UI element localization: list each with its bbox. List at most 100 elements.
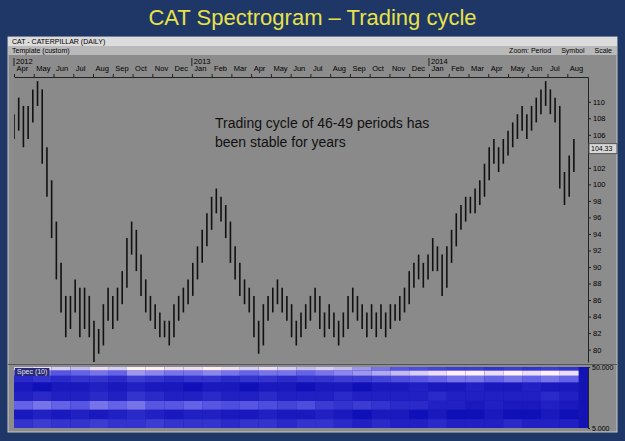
spectrogram-cell	[315, 367, 334, 370]
spectrogram-cell	[466, 376, 485, 383]
spectrogram-cell	[484, 382, 503, 391]
spectrogram-cell	[296, 391, 315, 400]
spectrogram-cell	[165, 382, 184, 391]
price-bar	[324, 312, 326, 337]
spectrogram-cell	[353, 376, 372, 383]
spectrogram-cell	[447, 370, 466, 375]
toolbar	[8, 46, 617, 55]
price-bar	[432, 238, 434, 271]
price-bar	[230, 222, 232, 263]
price-bar	[103, 304, 105, 345]
price-bar	[573, 139, 575, 172]
x-tick-mark	[389, 74, 390, 77]
year-tick	[191, 58, 192, 66]
spectrogram-cell	[259, 401, 278, 410]
price-bar	[93, 321, 95, 362]
spectrogram-cell	[353, 410, 372, 419]
y-tick-mark	[588, 234, 591, 235]
spectrogram-cell	[503, 419, 522, 428]
x-tick: Jul	[311, 64, 323, 77]
y-tick-label: 96	[593, 213, 601, 222]
spectrogram-cell	[259, 370, 278, 375]
spectrogram-cell	[33, 376, 52, 383]
price-bar	[239, 263, 241, 296]
x-tick-mark	[449, 74, 450, 77]
spectrogram-cell	[541, 391, 560, 400]
x-tick-label: Nov	[155, 64, 169, 73]
x-tick-label: May	[36, 64, 50, 73]
spectrogram-cell	[428, 376, 447, 383]
spectrogram-cell	[259, 382, 278, 391]
chart-window	[8, 37, 617, 432]
spectrogram-cell	[484, 419, 503, 428]
annotation: Trading cycle of 46-49 periods hasbeen s…	[215, 115, 429, 150]
x-tick-label: Aug	[96, 64, 109, 73]
price-bar	[423, 263, 425, 288]
spectrogram-cell	[428, 391, 447, 400]
spectrogram-cell	[70, 382, 89, 391]
x-tick-mark	[251, 74, 252, 77]
spectrogram-cell	[202, 410, 221, 419]
spectrogram-cell	[240, 401, 259, 410]
price-bar	[23, 106, 25, 147]
x-tick-mark	[488, 74, 489, 77]
spectrogram-cell	[560, 419, 579, 428]
spectrogram-cell	[52, 367, 71, 370]
spectrogram-cell	[108, 367, 127, 370]
price-bar	[197, 246, 199, 279]
price-bar	[154, 304, 156, 329]
price-bar	[338, 321, 340, 346]
price-bar	[272, 288, 274, 313]
spectrogram-cell	[89, 419, 108, 428]
y-tick-label: 102	[593, 164, 606, 173]
x-tick-label: Mar	[234, 64, 247, 73]
spectrogram-cell	[296, 382, 315, 391]
year-tick	[14, 58, 15, 66]
spectrogram-cell	[315, 391, 334, 400]
x-tick-mark	[212, 74, 213, 77]
x-tick: Nov	[390, 64, 406, 77]
spectrogram-cell	[522, 376, 541, 383]
spectrogram-cell	[70, 401, 89, 410]
spectrogram-cell	[334, 419, 353, 428]
x-tick-mark	[133, 74, 134, 77]
spectrogram-cell	[390, 367, 409, 370]
spectrogram-cell	[390, 370, 409, 375]
spectrogram-cell	[240, 376, 259, 383]
x-tick: Jun	[291, 64, 305, 77]
spectrogram-cells	[14, 367, 579, 428]
y-tick-mark	[588, 300, 591, 301]
price-bar	[211, 197, 213, 230]
x-tick-label: Dec	[175, 64, 189, 73]
spectrogram-cell	[108, 376, 127, 383]
x-tick-label: Oct	[135, 64, 148, 73]
price-bar	[121, 271, 123, 304]
spectrogram-cell	[428, 419, 447, 428]
x-tick-mark	[468, 74, 469, 77]
price-bar	[267, 296, 269, 321]
x-tick-label: Oct	[372, 64, 385, 73]
spectrogram-cell	[296, 370, 315, 375]
spectrogram-cell	[89, 382, 108, 391]
spectrogram-cell	[127, 382, 146, 391]
panel-separator	[8, 364, 617, 365]
spectrogram-cell	[428, 401, 447, 410]
y-tick: 92	[588, 246, 601, 255]
spectrogram-cell	[296, 401, 315, 410]
y-tick-mark	[588, 135, 591, 136]
x-tick-mark	[93, 74, 94, 77]
y-tick-label: 82	[593, 329, 601, 338]
price-bar	[521, 106, 523, 131]
y-tick-mark	[588, 317, 591, 318]
spectrogram-cell	[315, 401, 334, 410]
spectrogram-cell	[277, 401, 296, 410]
spectrogram-cell	[127, 419, 146, 428]
price-bar	[375, 312, 377, 337]
slide-title: CAT Spectrogram – Trading cycle	[148, 5, 476, 30]
spectrogram-cell	[52, 376, 71, 383]
x-tick-label: Apr	[254, 64, 266, 73]
spectrogram-cell	[240, 391, 259, 400]
price-bar	[117, 288, 119, 321]
spectrogram-cell	[560, 376, 579, 383]
x-tick-label: Feb	[451, 64, 464, 73]
